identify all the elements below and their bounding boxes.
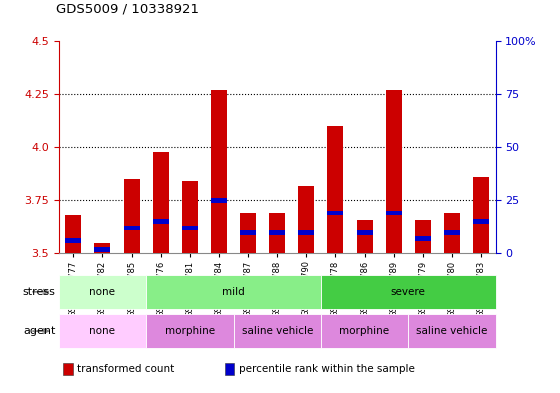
- Bar: [153, 219, 169, 224]
- Bar: [386, 211, 402, 215]
- Bar: [95, 243, 110, 253]
- Text: severe: severe: [391, 287, 426, 297]
- Text: GDS5009 / 10338921: GDS5009 / 10338921: [56, 3, 199, 16]
- Bar: [66, 239, 81, 243]
- Bar: [66, 215, 81, 253]
- Bar: [473, 219, 489, 224]
- Bar: [444, 213, 460, 253]
- Text: none: none: [90, 287, 115, 297]
- Bar: [328, 126, 343, 253]
- Bar: [153, 152, 169, 253]
- Bar: [240, 213, 256, 253]
- Text: morphine: morphine: [339, 326, 390, 336]
- Bar: [328, 211, 343, 215]
- Bar: [386, 90, 402, 253]
- Bar: [146, 314, 234, 348]
- Bar: [408, 314, 496, 348]
- Bar: [473, 177, 489, 253]
- Bar: [63, 364, 73, 375]
- Bar: [357, 220, 372, 253]
- Bar: [146, 275, 321, 309]
- Bar: [415, 220, 431, 253]
- Text: morphine: morphine: [165, 326, 215, 336]
- Bar: [182, 181, 198, 253]
- Text: transformed count: transformed count: [77, 364, 174, 374]
- Text: none: none: [90, 326, 115, 336]
- Text: agent: agent: [23, 326, 55, 336]
- Bar: [269, 230, 285, 235]
- Text: saline vehicle: saline vehicle: [416, 326, 488, 336]
- Text: mild: mild: [222, 287, 245, 297]
- Bar: [444, 230, 460, 235]
- Bar: [298, 185, 314, 253]
- Bar: [59, 275, 146, 309]
- Bar: [234, 314, 321, 348]
- Text: percentile rank within the sample: percentile rank within the sample: [239, 364, 414, 374]
- Bar: [298, 230, 314, 235]
- Bar: [269, 213, 285, 253]
- Bar: [211, 198, 227, 203]
- Bar: [124, 179, 139, 253]
- Bar: [182, 226, 198, 230]
- Bar: [240, 230, 256, 235]
- Text: saline vehicle: saline vehicle: [241, 326, 313, 336]
- Bar: [225, 364, 235, 375]
- Bar: [357, 230, 372, 235]
- Bar: [95, 247, 110, 252]
- Bar: [321, 275, 496, 309]
- Bar: [415, 236, 431, 241]
- Text: stress: stress: [22, 287, 55, 297]
- Bar: [124, 226, 139, 230]
- Bar: [211, 90, 227, 253]
- Bar: [59, 314, 146, 348]
- Bar: [321, 314, 408, 348]
